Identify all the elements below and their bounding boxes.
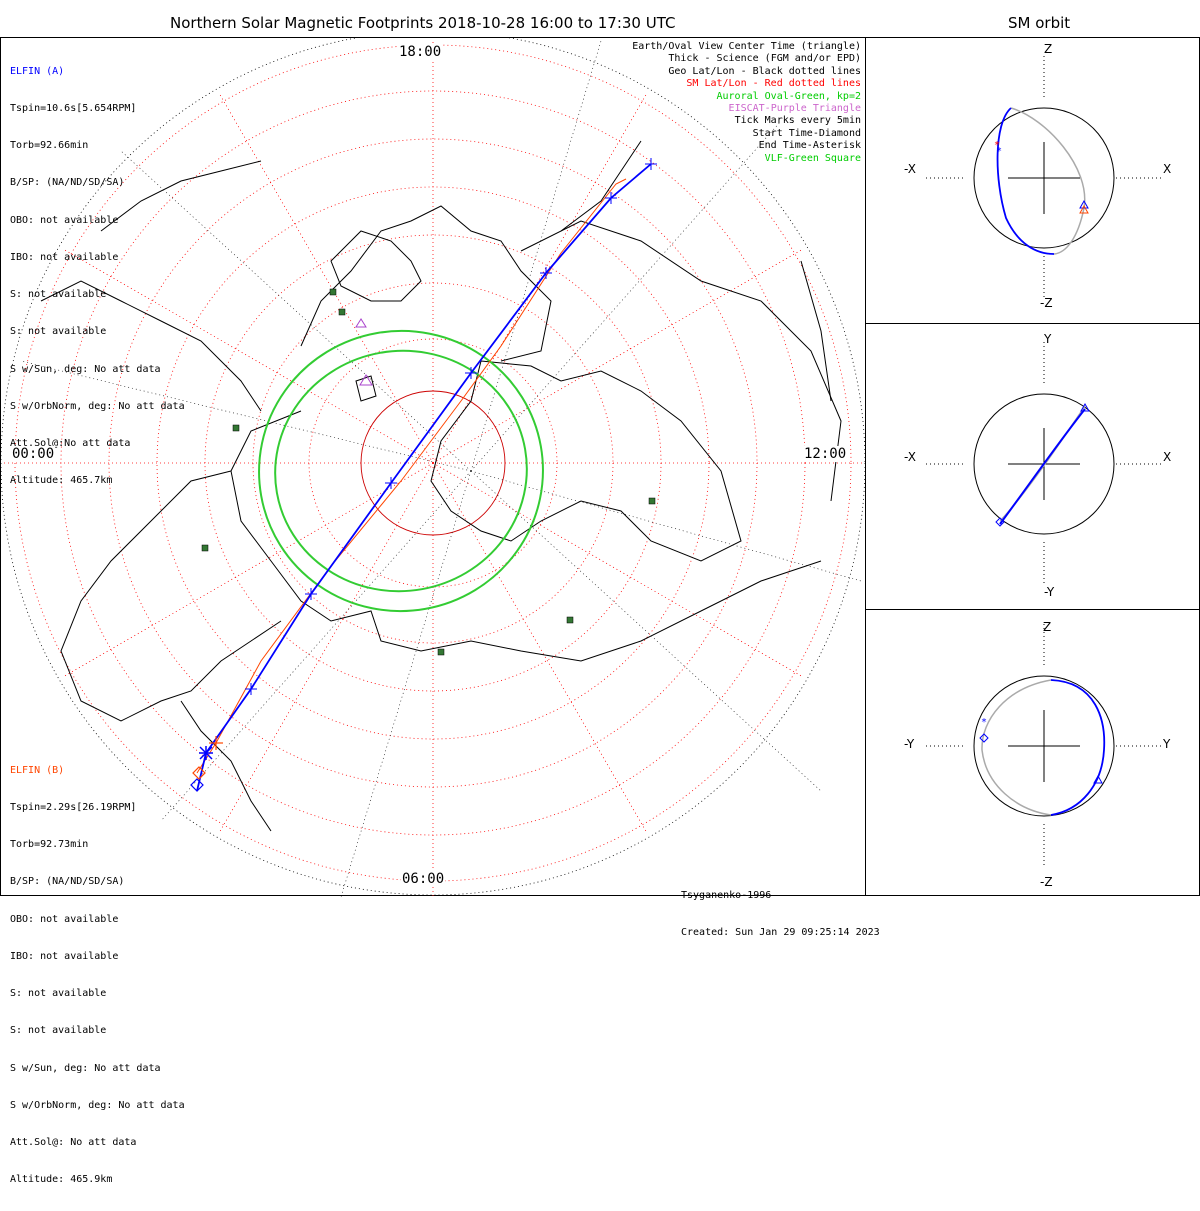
legend-item: Auroral Oval-Green, kp=2: [716, 90, 862, 102]
coastlines: [40, 140, 842, 832]
hour-label-left: 00:00: [11, 446, 56, 462]
elfin-a-end-asterisk: [199, 746, 213, 760]
orbit-plot-yz: *: [926, 624, 1164, 866]
elfin-b-line: IBO: not available: [10, 950, 119, 962]
orbit-plot-xy: [926, 342, 1164, 584]
elfin-b-line: B/SP: (NA/ND/SD/SA): [10, 876, 125, 888]
eiscat-sites: [355, 318, 373, 386]
elfin-a-ticks: [245, 158, 657, 695]
legend-item: Geo Lat/Lon - Black dotted lines: [668, 65, 861, 77]
elfin-b-start-diamond: [192, 766, 206, 780]
sm-lon-lines: [1, 41, 867, 897]
axis-label-right: X: [1163, 162, 1172, 176]
elfin-b-name: ELFIN (B): [10, 764, 65, 776]
elfin-a-line: S w/Sun, deg: No att data: [10, 363, 161, 375]
orbit-panel-xy: Y -Y -X X: [865, 323, 1200, 610]
axis-label-bottom: -Y: [1044, 585, 1055, 599]
legend-item: End Time-Asterisk: [758, 140, 861, 152]
axis-label-top: Y: [1044, 332, 1052, 346]
elfin-b-line: Torb=92.73min: [10, 839, 89, 851]
map-legend: Earth/Oval View Center Time (triangle) T…: [632, 41, 861, 165]
elfin-b-line: S: not available: [10, 988, 107, 1000]
orbit-plot-xz: * *: [926, 56, 1164, 298]
axis-label-top: Z: [1043, 620, 1052, 634]
elfin-a-line: Torb=92.66min: [10, 140, 89, 152]
legend-item: Start Time-Diamond: [752, 127, 861, 139]
elfin-b-info: ELFIN (B) Tspin=2.29s[26.19RPM] Torb=92.…: [10, 740, 185, 1211]
legend-item: VLF-Green Square: [764, 152, 861, 164]
elfin-a-line: Att.Sol@:No att data: [10, 438, 131, 449]
elfin-a-line: S: not available: [10, 289, 107, 301]
elfin-a-track: [196, 163, 652, 792]
geo-lon-lines: [20, 40, 862, 897]
elfin-a-line: OBO: not available: [10, 214, 119, 226]
legend-item: Thick - Science (FGM and/or EPD): [668, 53, 861, 65]
elfin-a-line: S w/OrbNorm, deg: No att data: [10, 400, 185, 412]
vlf-stations: [201, 288, 656, 656]
orbit-title: SM orbit: [1008, 14, 1071, 32]
axis-label-left: -X: [904, 162, 916, 176]
footer-created: Created: Sun Jan 29 09:25:14 2023: [681, 927, 880, 939]
footer-credits: Tsyganenko-1996 Created: Sun Jan 29 09:2…: [681, 865, 880, 964]
footprint-map-panel: ELFIN (A) Tspin=10.6s[5.654RPM] Torb=92.…: [0, 37, 880, 1185]
hour-label-right: 12:00: [803, 446, 848, 462]
axis-label-top: Z: [1044, 42, 1053, 56]
auroral-oval: [258, 329, 544, 613]
axis-label-left: -Y: [904, 737, 915, 751]
legend-item: SM Lat/Lon - Red dotted lines: [686, 78, 861, 90]
elfin-b-line: OBO: not available: [10, 913, 119, 925]
axis-label-left: -X: [904, 450, 916, 464]
polar-map: [1, 38, 867, 897]
elfin-b-track: [196, 178, 627, 774]
svg-text:*: *: [981, 717, 987, 728]
elfin-b-end-asterisk: [209, 736, 223, 750]
footer-model: Tsyganenko-1996: [681, 889, 772, 901]
elfin-a-line: Tspin=10.6s[5.654RPM]: [10, 103, 137, 115]
hour-label-bottom: 06:00: [401, 871, 446, 887]
axis-label-right: Y: [1163, 737, 1171, 751]
hour-label-top: 18:00: [398, 44, 443, 60]
orbit-panel-xz: * * Z -Z -X X: [865, 37, 1200, 324]
elfin-b-line: Att.Sol@: No att data: [10, 1137, 137, 1148]
elfin-b-line: S w/OrbNorm, deg: No att data: [10, 1099, 185, 1111]
elfin-a-name: ELFIN (A): [10, 65, 65, 77]
elfin-a-info: ELFIN (A) Tspin=10.6s[5.654RPM] Torb=92.…: [10, 41, 185, 512]
svg-text:*: *: [996, 146, 1002, 157]
plot-title: Northern Solar Magnetic Footprints 2018-…: [170, 14, 676, 32]
elfin-a-start-diamond: [190, 778, 204, 792]
elfin-a-line: S: not available: [10, 326, 107, 338]
elfin-a-line: B/SP: (NA/ND/SD/SA): [10, 177, 125, 189]
elfin-a-line: IBO: not available: [10, 251, 119, 263]
elfin-b-line: S w/Sun, deg: No att data: [10, 1062, 161, 1074]
orbit-panel-yz: * Z -Z -Y Y: [865, 609, 1200, 896]
elfin-a-line: Altitude: 465.7km: [10, 475, 113, 487]
elfin-b-line: Altitude: 465.9km: [10, 1174, 113, 1186]
elfin-b-line: S: not available: [10, 1025, 107, 1037]
axis-label-right: X: [1163, 450, 1172, 464]
axis-label-bottom: -Z: [1040, 296, 1053, 310]
legend-item: Tick Marks every 5min: [734, 115, 861, 127]
svg-text:*: *: [994, 140, 1000, 151]
legend-item: EISCAT-Purple Triangle: [728, 103, 861, 115]
legend-item: Earth/Oval View Center Time (triangle): [632, 41, 861, 52]
axis-label-bottom: -Z: [1040, 875, 1053, 889]
elfin-b-line: Tspin=2.29s[26.19RPM]: [10, 802, 137, 814]
